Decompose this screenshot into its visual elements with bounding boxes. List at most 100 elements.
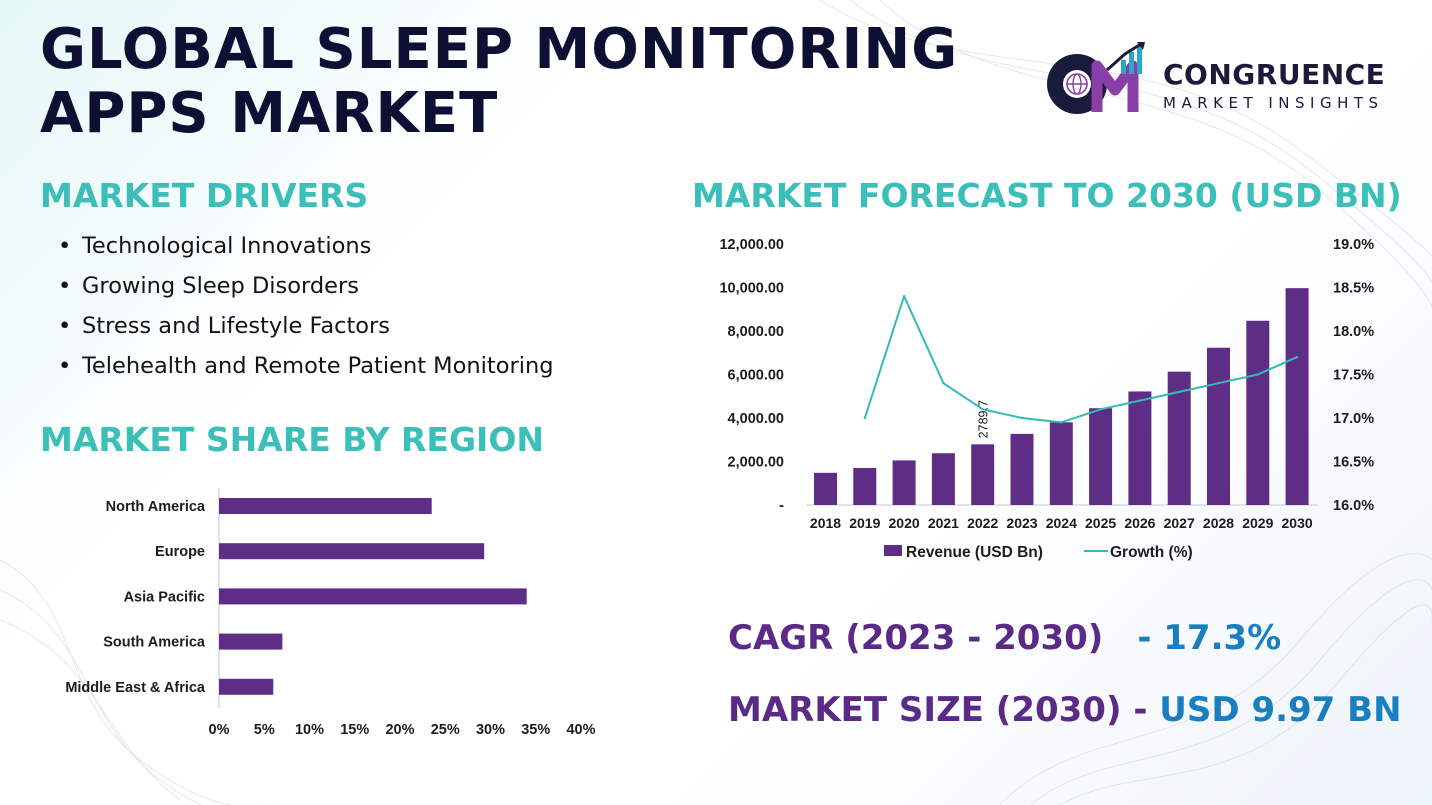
growth-point (1217, 382, 1220, 385)
revenue-bar (814, 472, 837, 505)
right-tick-label: 16.5% (1333, 455, 1374, 471)
region-bar (219, 633, 283, 650)
revenue-bar (1207, 347, 1230, 505)
driver-text: Telehealth and Remote Patient Monitoring (82, 353, 554, 379)
bullet-icon: • (58, 233, 72, 259)
x-tick-label: 40% (566, 722, 595, 738)
growth-point (1099, 408, 1102, 411)
market-forecast-title: MARKET FORECAST TO 2030 (USD BN) (692, 176, 1402, 215)
x-tick-label: 2023 (1006, 515, 1037, 531)
growth-point (981, 408, 984, 411)
company-logo: CONGRUENCE MARKET INSIGHTS (1045, 40, 1405, 120)
region-bar (219, 588, 527, 605)
growth-point (1178, 390, 1181, 394)
right-tick-label: 18.5% (1333, 281, 1374, 297)
x-tick-label: 2022 (967, 515, 998, 531)
market-size-kpi: MARKET SIZE (2030) - USD 9.97 BN (728, 690, 1402, 730)
region-share-bar-chart: North America Europe Asia Pacific South Ame… (65, 488, 596, 738)
left-tick-label: 12,000.00 (719, 237, 784, 253)
legend-revenue-swatch (884, 545, 902, 556)
left-tick-label: 8,000.00 (728, 324, 784, 340)
page-title: GLOBAL SLEEP MONITORING APPS MARKET (40, 18, 958, 146)
x-tick-label: 20% (385, 722, 414, 738)
x-tick-label: 2027 (1164, 515, 1195, 531)
category-label: North America (106, 499, 206, 515)
revenue-bar (1089, 408, 1113, 505)
bullet-icon: • (58, 313, 72, 339)
revenue-bar (1285, 288, 1309, 505)
x-tick-label: 10% (295, 722, 324, 738)
region-bar (219, 543, 485, 560)
x-tick-label: 2026 (1124, 515, 1155, 531)
growth-point (942, 382, 945, 385)
title-line-1: GLOBAL SLEEP MONITORING (40, 17, 959, 82)
legend-revenue-label: Revenue (USD Bn) (906, 544, 1043, 561)
region-bar (219, 678, 274, 695)
driver-item: • Telehealth and Remote Patient Monitorin… (58, 348, 554, 388)
growth-point (1295, 355, 1299, 359)
x-tick-label: 30% (476, 722, 505, 738)
region-bar (219, 498, 432, 514)
logo-subtitle: MARKET INSIGHTS (1163, 94, 1384, 112)
category-label: Europe (155, 544, 205, 560)
revenue-bar (931, 453, 955, 505)
revenue-bar (1128, 391, 1152, 505)
market-share-region-title: MARKET SHARE BY REGION (40, 420, 544, 459)
revenue-bar (892, 460, 916, 505)
driver-item: • Growing Sleep Disorders (58, 268, 554, 308)
revenue-bar (971, 444, 995, 505)
market-drivers-list: • Technological Innovations • Growing Slee… (58, 228, 554, 388)
x-tick-label: 2028 (1203, 515, 1234, 531)
category-label: South America (103, 635, 206, 651)
x-tick-label: 5% (254, 722, 275, 738)
growth-point (1020, 416, 1024, 420)
driver-text: Growing Sleep Disorders (82, 273, 359, 299)
revenue-bar (1049, 422, 1073, 505)
bullet-icon: • (58, 353, 72, 379)
market-size-value: USD 9.97 BN (1159, 690, 1402, 730)
x-tick-label: 35% (521, 722, 550, 738)
market-drivers-title: MARKET DRIVERS (40, 176, 369, 215)
driver-item: • Technological Innovations (58, 228, 554, 268)
growth-point (863, 416, 866, 420)
x-tick-label: 2020 (889, 515, 920, 531)
cagr-kpi: CAGR (2023 - 2030) - 17.3% (728, 618, 1281, 658)
legend-growth-label: Growth (%) (1110, 544, 1193, 561)
left-tick-label: 4,000.00 (728, 411, 784, 427)
x-tick-label: 2021 (928, 515, 959, 531)
right-tick-label: 16.0% (1333, 498, 1374, 514)
title-line-2: APPS MARKET (40, 81, 499, 146)
x-tick-label: 25% (431, 722, 460, 738)
x-tick-label: 2024 (1046, 515, 1077, 531)
left-tick-label: 2,000.00 (728, 455, 784, 471)
revenue-bar (1010, 433, 1034, 505)
x-tick-label: 2019 (849, 515, 880, 531)
x-tick-label: 2025 (1085, 515, 1116, 531)
cmi-globe-logo-icon (1047, 42, 1145, 114)
revenue-bar (1167, 371, 1191, 505)
category-label: Asia Pacific (124, 589, 205, 605)
right-tick-label: 17.5% (1333, 368, 1374, 384)
left-tick-label: 10,000.00 (719, 281, 784, 297)
driver-text: Stress and Lifestyle Factors (82, 313, 391, 339)
x-tick-label: 2029 (1242, 515, 1273, 531)
cagr-label: CAGR (2023 - 2030) (728, 618, 1104, 658)
cagr-value: - 17.3% (1137, 618, 1282, 658)
revenue-bar (1246, 320, 1270, 505)
bullet-icon: • (58, 273, 72, 299)
market-size-label: MARKET SIZE (2030) - (728, 690, 1148, 730)
driver-text: Technological Innovations (82, 233, 372, 259)
x-tick-label: 2030 (1282, 515, 1313, 531)
x-tick-label: 2018 (810, 515, 841, 531)
growth-point (1256, 373, 1259, 376)
left-tick-label: 6,000.00 (728, 368, 784, 384)
driver-item: • Stress and Lifestyle Factors (58, 308, 554, 348)
logo-name: CONGRUENCE (1163, 58, 1386, 91)
market-forecast-chart: - 2,000.00 4,000.00 6,000.00 8,000.00 10,000.… (719, 237, 1374, 561)
revenue-bar (853, 468, 877, 505)
x-tick-label: 0% (209, 722, 230, 738)
right-tick-label: 17.0% (1333, 411, 1374, 427)
left-tick-label: - (779, 498, 784, 514)
right-tick-label: 18.0% (1333, 324, 1374, 340)
growth-point (1060, 421, 1063, 424)
